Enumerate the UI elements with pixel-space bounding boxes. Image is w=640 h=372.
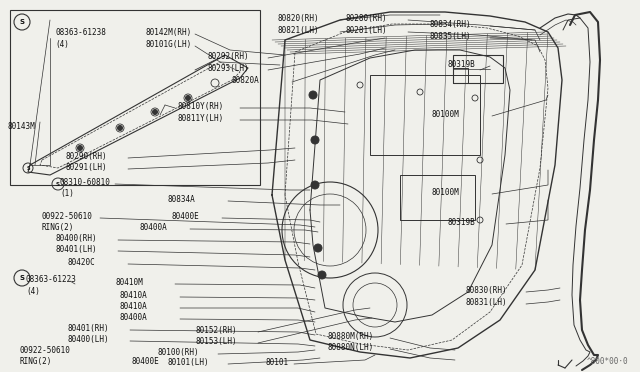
Circle shape [77,145,83,151]
Text: 80291(LH): 80291(LH) [66,163,108,172]
Bar [10,10,260,185]
Bar [370,75,480,155]
Text: 80835(LH): 80835(LH) [430,32,472,41]
Text: RING(2): RING(2) [20,357,52,366]
Text: 80142M(RH): 80142M(RH) [145,28,191,37]
Circle shape [314,244,322,252]
Text: 80100(RH): 80100(RH) [158,348,200,357]
Text: 80820A: 80820A [232,76,260,85]
Text: 80319B: 80319B [448,60,476,69]
Text: 80101: 80101 [266,358,289,367]
Circle shape [152,109,157,115]
Text: 80100M: 80100M [432,110,460,119]
Text: RING(2): RING(2) [42,223,74,232]
Text: 80834A: 80834A [168,195,196,204]
Bar [453,55,503,83]
Text: 80143M: 80143M [8,122,36,131]
Circle shape [186,96,191,100]
Circle shape [311,181,319,189]
Text: 80810Y(RH): 80810Y(RH) [178,102,224,111]
Text: 80101(LH): 80101(LH) [168,358,210,367]
Text: 80410M: 80410M [115,278,143,287]
Text: 80830(RH): 80830(RH) [466,286,508,295]
Text: 80410A: 80410A [120,302,148,311]
Text: 80401(RH): 80401(RH) [68,324,109,333]
Text: 80400E: 80400E [172,212,200,221]
Circle shape [311,136,319,144]
Text: 80293(LH): 80293(LH) [207,64,248,73]
Text: 08363-61238: 08363-61238 [55,28,106,37]
Text: 80880M(RH): 80880M(RH) [328,332,374,341]
Text: 80280(RH): 80280(RH) [345,14,387,23]
Text: 00922-50610: 00922-50610 [20,346,71,355]
Text: (1): (1) [60,189,74,198]
Text: S: S [19,275,24,281]
Text: ^800*00·0: ^800*00·0 [586,357,628,366]
Text: 80831(LH): 80831(LH) [466,298,508,307]
Bar [400,175,475,220]
Text: (4): (4) [26,287,40,296]
Text: 80319B: 80319B [448,218,476,227]
Circle shape [118,125,122,131]
Circle shape [309,91,317,99]
Text: S: S [56,182,60,186]
Text: 80811Y(LH): 80811Y(LH) [178,114,224,123]
Text: 80292(RH): 80292(RH) [207,52,248,61]
Text: 80820(RH): 80820(RH) [278,14,319,23]
Text: 80400A: 80400A [120,313,148,322]
Text: S: S [26,166,29,170]
Text: 80880N(LH): 80880N(LH) [328,343,374,352]
Bar [453,68,468,83]
Text: (4): (4) [55,40,69,49]
Text: 80400A: 80400A [140,223,168,232]
Text: 80401(LH): 80401(LH) [55,245,97,254]
Text: 00922-50610: 00922-50610 [42,212,93,221]
Text: 80410A: 80410A [120,291,148,300]
Text: 08363-61223: 08363-61223 [26,275,77,284]
Text: 80152(RH): 80152(RH) [196,326,237,335]
Text: 80400(RH): 80400(RH) [55,234,97,243]
Text: 80290(RH): 80290(RH) [66,152,108,161]
Text: 08310-60810: 08310-60810 [60,178,111,187]
Text: 80821(LH): 80821(LH) [278,26,319,35]
Text: 80101G(LH): 80101G(LH) [145,40,191,49]
Circle shape [318,271,326,279]
Text: 80834(RH): 80834(RH) [430,20,472,29]
Text: 80100M: 80100M [432,188,460,197]
Text: 80281(LH): 80281(LH) [345,26,387,35]
Text: 80400(LH): 80400(LH) [68,335,109,344]
Text: S: S [19,19,24,25]
Text: 80400E: 80400E [132,357,160,366]
Text: 80153(LH): 80153(LH) [196,337,237,346]
Text: 80420C: 80420C [68,258,96,267]
